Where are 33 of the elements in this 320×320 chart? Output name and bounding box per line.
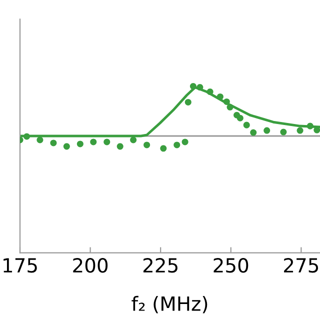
point — [160, 145, 167, 152]
point — [104, 138, 110, 146]
x-tick-label: 175 — [4, 258, 37, 273]
point — [116, 143, 124, 150]
point — [63, 143, 70, 150]
x-tick-label: 225 — [143, 258, 178, 273]
x-tick-label: 250 — [214, 258, 248, 273]
point — [306, 122, 314, 130]
x-tick-label: 200 — [73, 258, 108, 273]
point — [196, 84, 204, 91]
point — [223, 98, 230, 105]
x-axis-title: f₂ (MHz) — [132, 296, 208, 314]
point — [90, 138, 97, 146]
point — [76, 140, 84, 148]
point — [23, 133, 30, 140]
point — [184, 98, 192, 106]
point — [50, 140, 57, 146]
x-tick-label: 275 — [284, 258, 318, 273]
point — [226, 104, 234, 110]
point — [182, 138, 188, 146]
point — [36, 136, 44, 144]
point — [250, 129, 257, 136]
point — [264, 127, 270, 134]
point — [280, 128, 287, 136]
point — [174, 142, 180, 148]
point — [130, 136, 137, 144]
point — [144, 142, 150, 148]
point — [296, 127, 304, 134]
point — [190, 83, 196, 90]
point — [243, 122, 250, 128]
point — [216, 93, 224, 100]
point — [236, 114, 244, 122]
point — [206, 88, 214, 96]
